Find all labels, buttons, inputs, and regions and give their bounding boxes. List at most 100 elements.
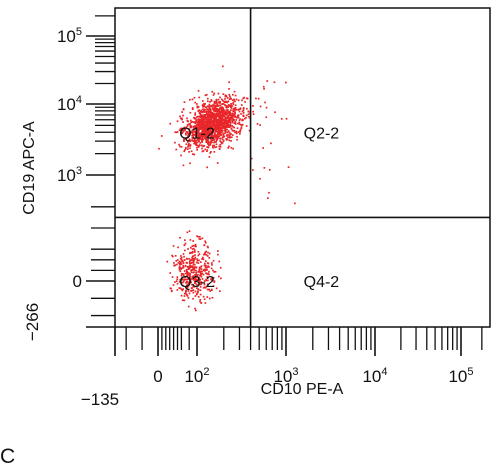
data-point — [201, 116, 204, 119]
data-point — [220, 127, 223, 130]
data-point — [202, 127, 205, 129]
data-point — [206, 119, 208, 122]
data-point — [182, 108, 185, 110]
data-point — [228, 120, 231, 122]
data-point — [216, 162, 219, 164]
data-point — [228, 139, 231, 142]
data-point — [197, 122, 200, 124]
data-point — [227, 134, 230, 136]
data-point — [221, 115, 223, 118]
data-point — [199, 132, 201, 135]
data-point — [186, 272, 188, 274]
data-point — [219, 107, 221, 109]
data-point — [202, 103, 205, 106]
data-point — [228, 113, 231, 116]
data-point — [205, 254, 208, 256]
data-point — [226, 126, 229, 128]
data-point — [235, 132, 238, 135]
data-point — [235, 98, 238, 101]
data-point — [214, 115, 216, 118]
data-point — [191, 120, 193, 123]
data-point — [230, 114, 233, 117]
data-point — [206, 139, 209, 141]
data-point — [183, 150, 186, 153]
data-point — [205, 124, 208, 126]
data-point — [187, 146, 189, 148]
data-point — [198, 269, 201, 271]
data-point — [188, 123, 191, 125]
data-point — [209, 105, 211, 107]
data-point — [196, 235, 198, 237]
data-point — [224, 100, 226, 103]
data-point — [231, 99, 234, 101]
data-point — [225, 126, 228, 128]
data-point — [208, 273, 210, 276]
data-point — [187, 276, 190, 279]
data-point — [226, 122, 229, 125]
data-point — [190, 150, 193, 153]
data-point — [182, 288, 184, 290]
data-point — [193, 153, 196, 156]
data-point — [200, 120, 202, 122]
data-point — [217, 105, 219, 107]
data-point — [203, 283, 206, 286]
data-point — [218, 130, 221, 133]
data-point — [209, 122, 211, 125]
data-point — [222, 99, 224, 102]
data-point — [195, 245, 197, 248]
data-point — [225, 101, 228, 103]
data-point — [191, 248, 194, 250]
data-point — [187, 145, 190, 147]
data-point — [195, 128, 198, 130]
data-point — [219, 290, 221, 292]
data-point — [241, 123, 244, 126]
y-tick-labels: −266 0 103 104 105 — [23, 26, 82, 341]
data-point — [207, 129, 210, 132]
data-point — [218, 108, 221, 111]
data-point — [198, 115, 201, 118]
data-point — [228, 88, 230, 90]
data-point — [196, 284, 199, 287]
data-point — [207, 121, 209, 124]
data-point — [217, 109, 220, 112]
data-point — [209, 114, 211, 116]
data-point — [203, 105, 205, 108]
data-point — [211, 90, 214, 93]
data-point — [231, 112, 234, 115]
data-point — [214, 128, 217, 131]
data-point — [170, 287, 172, 290]
data-point — [196, 124, 198, 126]
data-point — [212, 129, 215, 132]
data-point — [179, 270, 182, 273]
data-point — [197, 288, 199, 290]
data-point — [215, 119, 218, 121]
data-point — [181, 111, 183, 113]
data-point — [196, 105, 199, 108]
data-point — [192, 134, 194, 136]
data-point — [203, 113, 206, 116]
data-point — [212, 269, 214, 272]
data-point — [231, 105, 234, 107]
data-point — [201, 120, 204, 123]
data-point — [203, 286, 206, 289]
data-point — [229, 134, 231, 136]
data-point — [226, 97, 229, 99]
data-point — [188, 138, 191, 141]
data-point — [214, 270, 217, 273]
data-point — [256, 123, 259, 125]
data-point — [184, 265, 187, 267]
data-point — [202, 269, 205, 271]
data-point — [184, 239, 186, 241]
data-point — [210, 119, 212, 122]
data-point — [199, 116, 202, 119]
data-point — [205, 267, 208, 269]
data-point — [218, 148, 221, 150]
data-point — [199, 298, 202, 301]
data-point — [195, 119, 197, 121]
data-point — [211, 134, 214, 137]
data-point — [194, 114, 196, 116]
data-point — [198, 129, 200, 131]
data-point — [228, 98, 231, 100]
data-point — [266, 80, 269, 82]
data-point — [204, 262, 206, 265]
